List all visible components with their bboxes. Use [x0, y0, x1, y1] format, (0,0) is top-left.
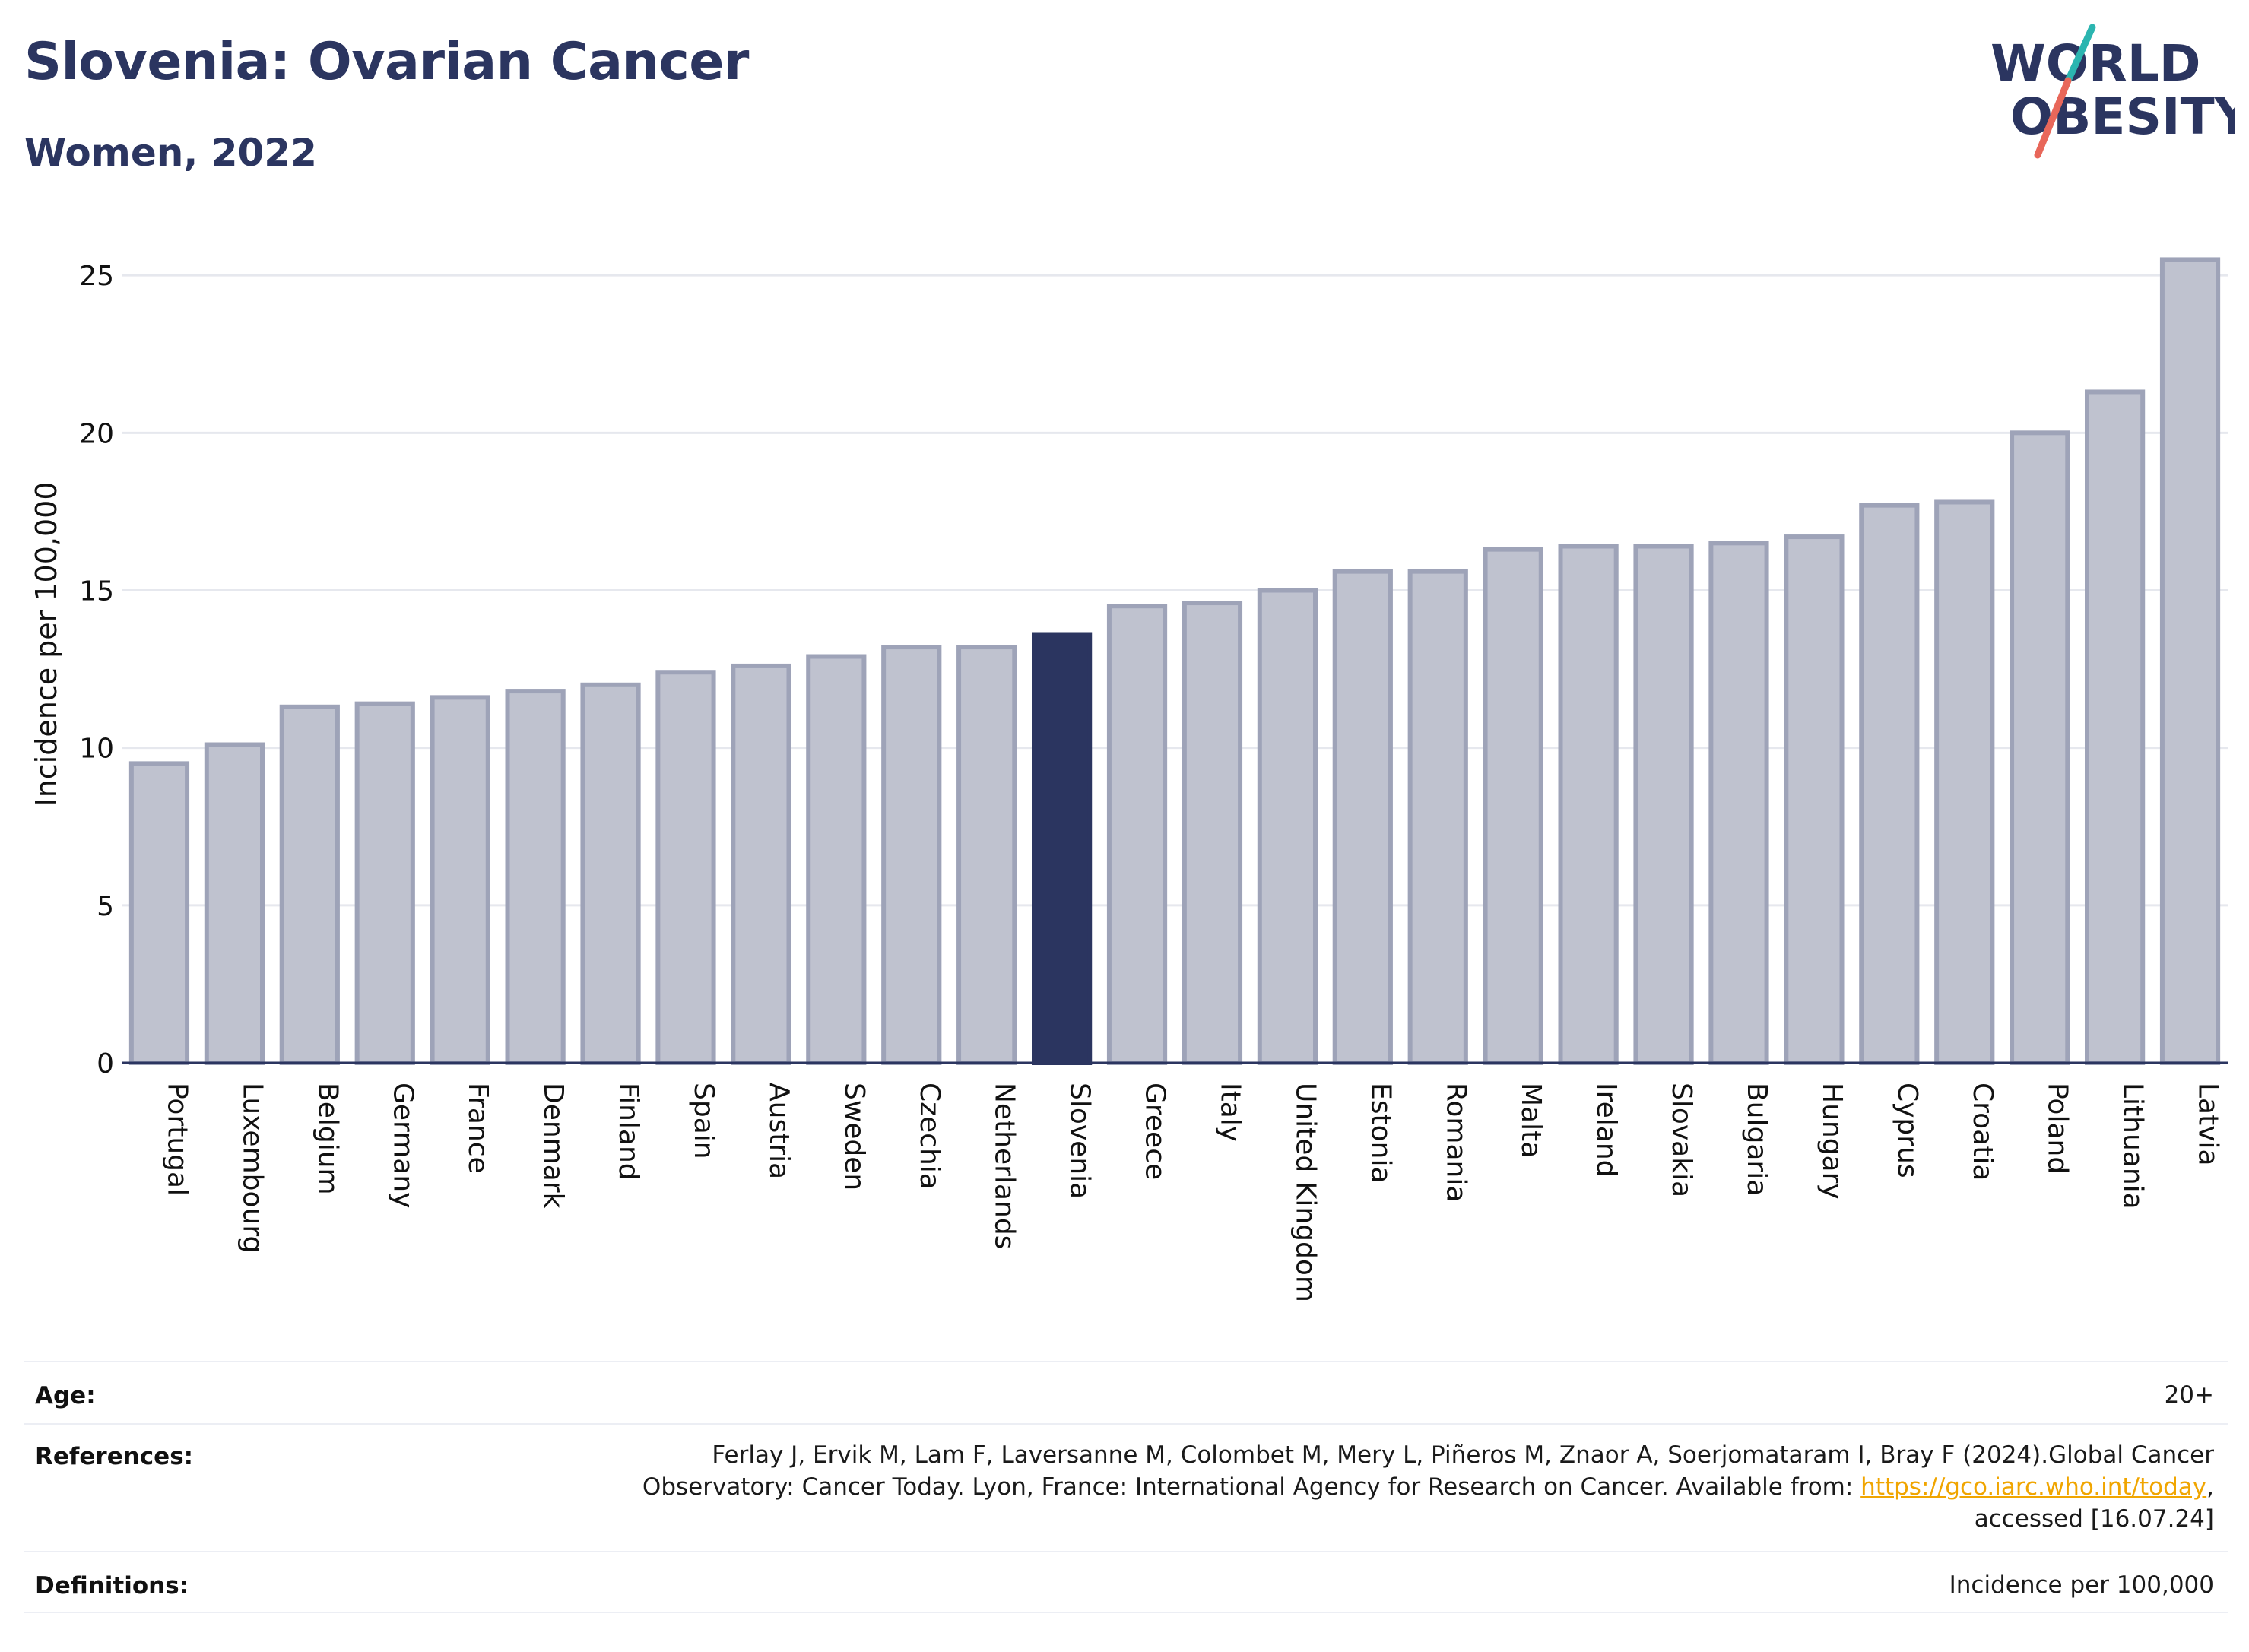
x-tick-label: Poland	[2042, 1083, 2073, 1174]
x-tick-label: Slovakia	[1666, 1083, 1697, 1197]
y-tick-label: 0	[97, 1048, 114, 1080]
references-line2: Observatory: Cancer Today. Lyon, France:…	[642, 1471, 2214, 1503]
bar-germany	[354, 701, 415, 1065]
y-tick-label: 10	[79, 734, 114, 765]
bar-finland	[580, 682, 641, 1066]
logo-slash-bottom	[2034, 77, 2072, 159]
x-tick-label: France	[462, 1083, 493, 1174]
x-tick-label: Ireland	[1591, 1083, 1622, 1178]
x-tick-label: Austria	[763, 1083, 795, 1179]
y-tick-label: 25	[79, 261, 114, 292]
bar-latvia	[2159, 257, 2221, 1065]
age-label: Age:	[35, 1382, 96, 1409]
definitions-label: Definitions:	[35, 1572, 189, 1600]
bar-lithuania	[2085, 389, 2146, 1065]
x-tick-label: Italy	[1214, 1083, 1245, 1142]
y-tick-labels: 0 5 10 15 20 25	[79, 261, 114, 1080]
x-tick-label: Bulgaria	[1741, 1083, 1772, 1196]
y-axis-label: Incidence per 100,000	[30, 481, 63, 806]
x-tick-label: Denmark	[538, 1083, 569, 1209]
footer-divider	[24, 1423, 2228, 1425]
x-tick-label: Lithuania	[2117, 1083, 2149, 1210]
bar-bulgaria	[1708, 541, 1769, 1065]
references-line3: accessed [16.07.24]	[1974, 1505, 2214, 1533]
references-line2-suffix: ,	[2206, 1473, 2214, 1501]
y-tick-label: 20	[79, 418, 114, 449]
x-tick-labels: Portugal Luxembourg Belgium Germany France De…	[161, 1083, 2223, 1302]
x-tick-label: Hungary	[1816, 1083, 1848, 1200]
x-tick-label: Spain	[688, 1083, 719, 1159]
x-tick-label: Cyprus	[1892, 1083, 1923, 1178]
bar-poland	[2010, 430, 2070, 1065]
x-tick-label: Luxembourg	[236, 1083, 268, 1253]
age-value: 20+	[2164, 1381, 2214, 1409]
x-tick-label: Portugal	[161, 1083, 192, 1196]
x-tick-label: Malta	[1515, 1083, 1546, 1158]
logo-slash-top	[2064, 24, 2096, 84]
x-tick-label: Latvia	[2193, 1083, 2224, 1166]
footer-divider	[24, 1551, 2228, 1552]
references-line1: Ferlay J, Ervik M, Lam F, Laversanne M, …	[712, 1441, 2214, 1469]
x-tick-label: Croatia	[1967, 1083, 1998, 1181]
footer-divider	[24, 1361, 2228, 1362]
bar-portugal	[128, 761, 190, 1066]
x-tick-label: Germany	[387, 1083, 418, 1208]
bar-chart: 0 5 10 15 20 25 Portugal Luxembourg Belgium Germ…	[30, 257, 2228, 1302]
bar-belgium	[279, 704, 340, 1065]
bar-united-kingdom	[1257, 588, 1318, 1065]
y-tick-label: 15	[79, 576, 114, 607]
chart-title: Slovenia: Ovarian Cancer	[24, 32, 749, 92]
chart-subtitle: Women, 2022	[24, 131, 317, 175]
x-tick-label: Netherlands	[989, 1083, 1020, 1249]
bar-slovakia	[1633, 544, 1694, 1065]
x-tick-label: Sweden	[839, 1083, 870, 1191]
x-tick-label: Slovenia	[1064, 1083, 1096, 1199]
references-label: References:	[35, 1443, 194, 1470]
references-line2-prefix: Observatory: Cancer Today. Lyon, France:…	[642, 1473, 1861, 1501]
x-tick-label: Romania	[1440, 1083, 1471, 1202]
bar-ireland	[1558, 544, 1619, 1065]
bar-sweden	[806, 654, 867, 1065]
x-tick-label: Czechia	[914, 1083, 945, 1190]
bar-slovenia	[1032, 632, 1093, 1065]
logo-line1: WORLD	[1990, 34, 2201, 93]
bar-netherlands	[956, 645, 1017, 1065]
bar-malta	[1483, 547, 1543, 1065]
bar-czechia	[881, 645, 942, 1065]
bar-austria	[731, 663, 791, 1065]
references-text: Ferlay J, Ervik M, Lam F, Laversanne M, …	[642, 1439, 2214, 1535]
definitions-value: Incidence per 100,000	[1949, 1571, 2214, 1599]
bar-denmark	[505, 689, 566, 1065]
x-tick-label: Finland	[613, 1083, 644, 1181]
bar-greece	[1106, 604, 1168, 1065]
bar-romania	[1407, 569, 1468, 1065]
bar-croatia	[1934, 499, 1995, 1065]
world-obesity-logo: WORLD OBESITY	[1990, 24, 2235, 159]
footer-divider	[24, 1612, 2228, 1613]
bar-spain	[655, 670, 716, 1065]
y-tick-label: 5	[97, 891, 114, 922]
bar-hungary	[1784, 534, 1845, 1065]
bars	[128, 257, 2221, 1066]
x-tick-label: Greece	[1140, 1083, 1171, 1180]
bar-france	[430, 695, 490, 1065]
bar-italy	[1182, 601, 1243, 1065]
x-tick-label: United Kingdom	[1289, 1083, 1321, 1302]
x-tick-label: Estonia	[1365, 1083, 1396, 1184]
x-tick-label: Belgium	[312, 1083, 343, 1195]
bar-cyprus	[1859, 503, 1920, 1065]
references-link[interactable]: https://gco.iarc.who.int/today	[1860, 1473, 2207, 1501]
bar-estonia	[1332, 569, 1393, 1065]
bar-luxembourg	[204, 742, 265, 1065]
